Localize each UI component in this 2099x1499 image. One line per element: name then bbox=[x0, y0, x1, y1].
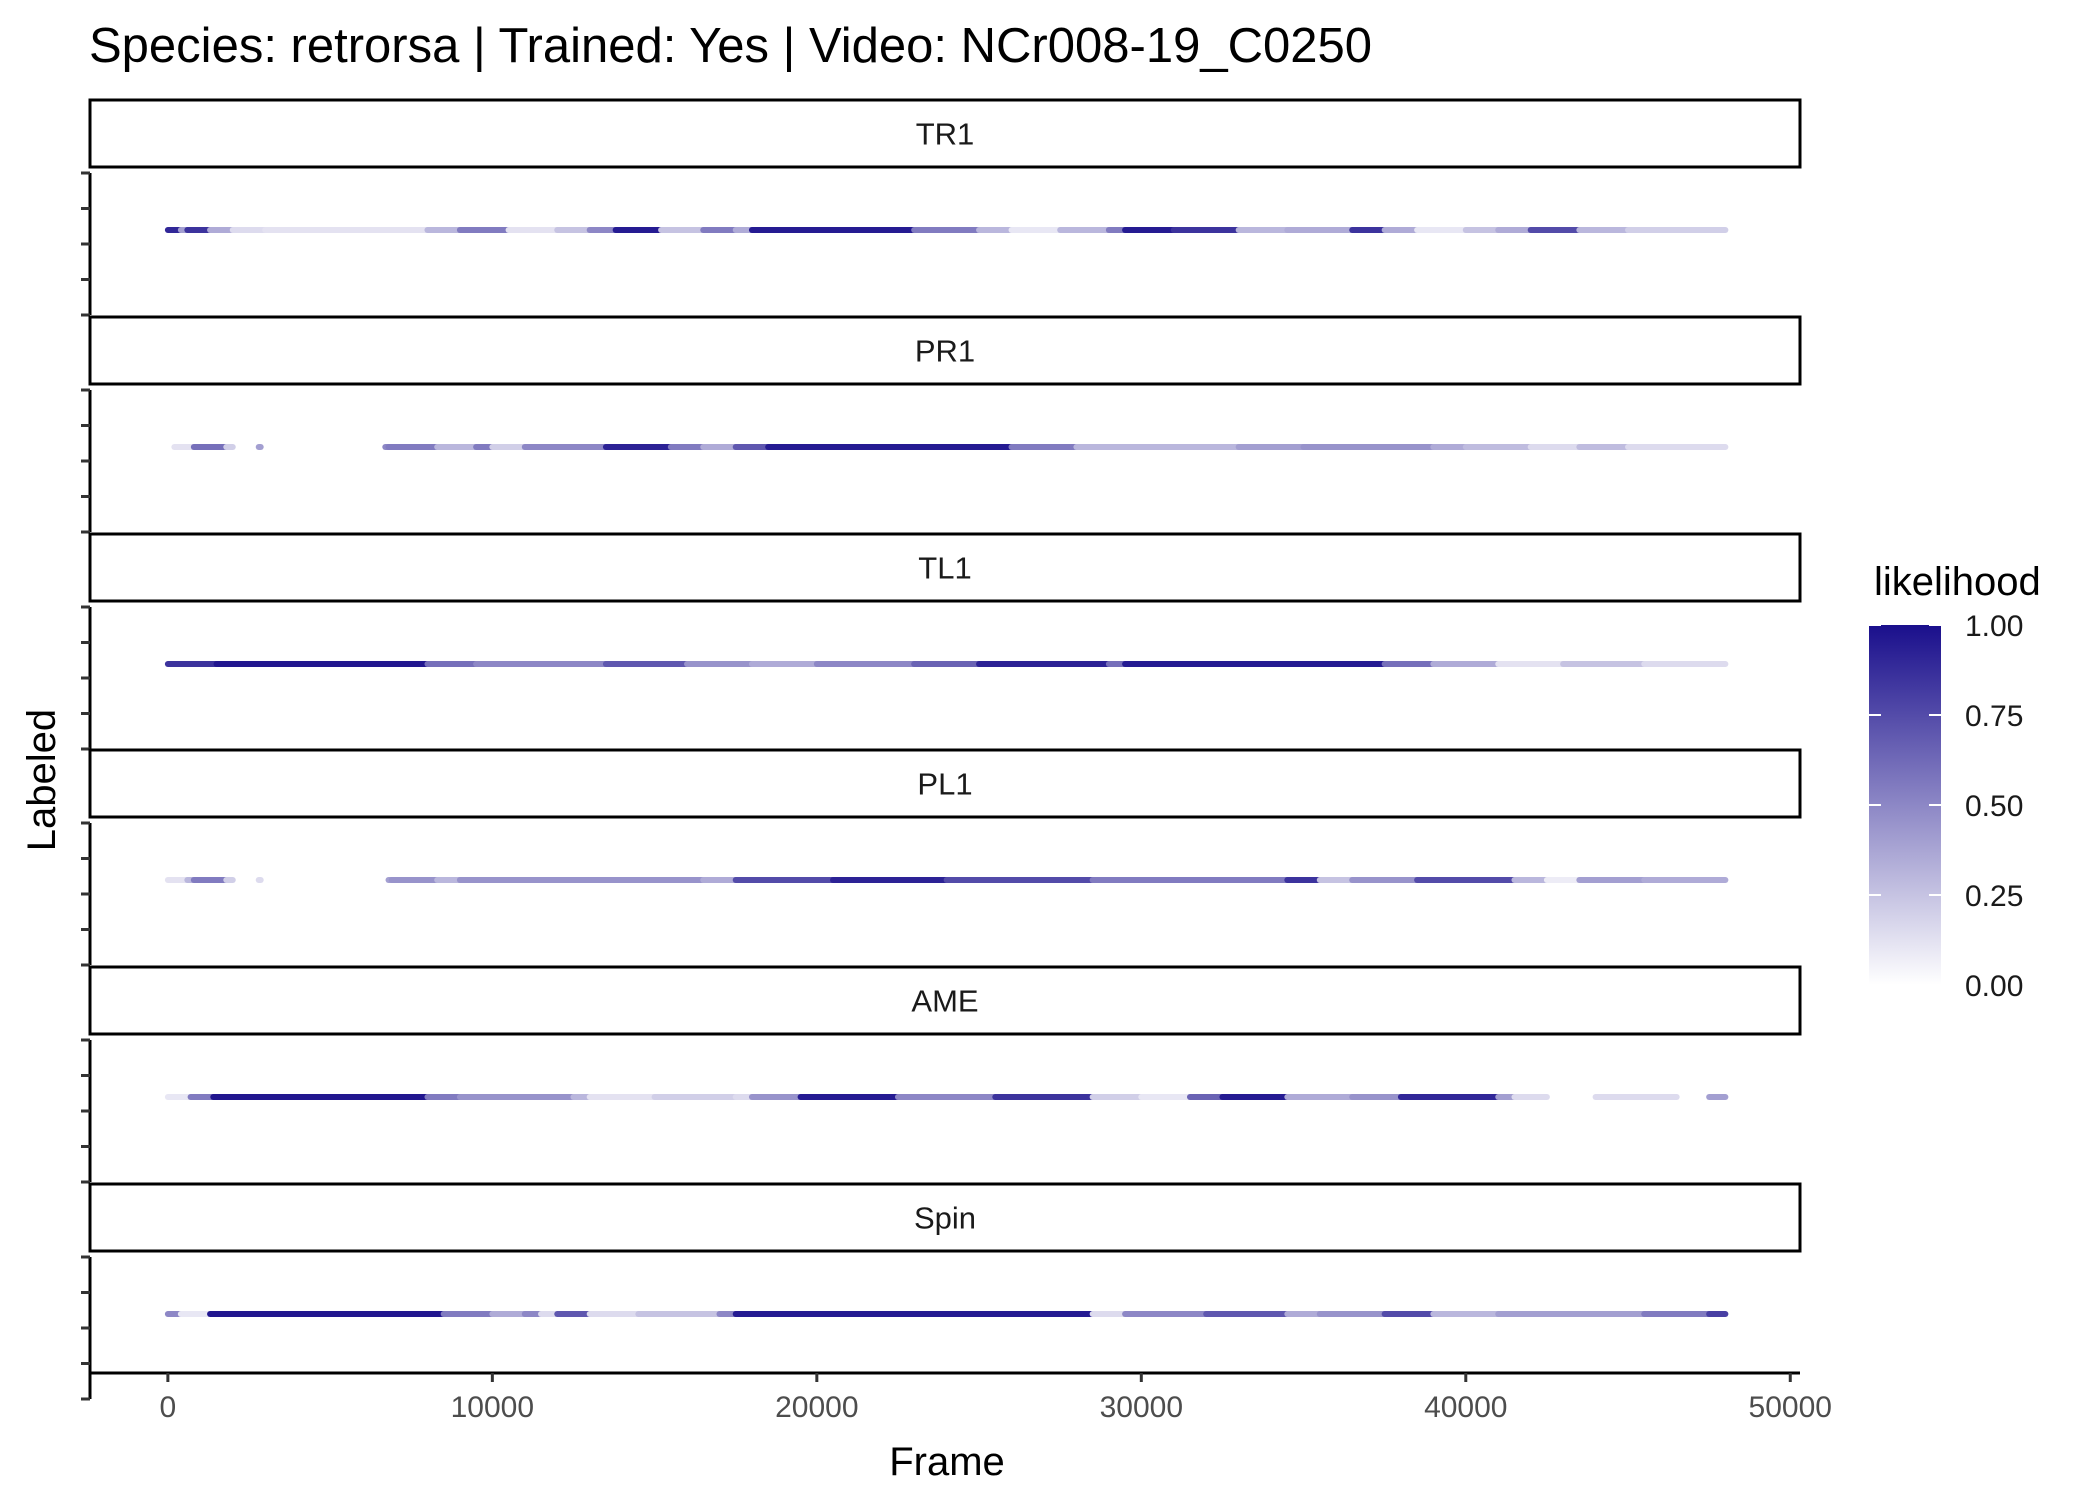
legend-tick-label: 1.00 bbox=[1965, 610, 2023, 643]
legend-tick-label: 0.25 bbox=[1965, 880, 2023, 913]
facet-strip bbox=[88, 532, 1802, 603]
facet-strip bbox=[88, 748, 1802, 819]
facet-tl1: TL1 bbox=[81, 532, 1802, 751]
facet-strip-label: AME bbox=[911, 984, 978, 1019]
x-tick-label: 50000 bbox=[1749, 1391, 1832, 1424]
facet-pl1: PL1 bbox=[81, 748, 1802, 967]
facet-strip-label: TL1 bbox=[918, 551, 971, 586]
facet-strip bbox=[88, 965, 1802, 1036]
facet-strip-label: TR1 bbox=[916, 117, 975, 152]
x-tick-label: 20000 bbox=[775, 1391, 858, 1424]
facet-ame: AME bbox=[81, 965, 1802, 1184]
facet-strip-label: PL1 bbox=[917, 767, 972, 802]
x-tick-label: 40000 bbox=[1424, 1391, 1507, 1424]
x-tick-label: 0 bbox=[160, 1391, 177, 1424]
facet-tr1: TR1 bbox=[81, 98, 1802, 317]
y-axis-title: Labeled bbox=[20, 709, 64, 851]
facet-panels: TR1 PR1 TL1 PL1 AME Spin bbox=[81, 98, 1802, 1401]
x-tick-label: 10000 bbox=[451, 1391, 534, 1424]
facet-pr1: PR1 bbox=[81, 315, 1802, 534]
facet-spin: Spin bbox=[81, 1182, 1802, 1401]
x-axis-title: Frame bbox=[889, 1440, 1005, 1484]
facet-strip bbox=[88, 315, 1802, 386]
legend-tick-label: 0.50 bbox=[1965, 790, 2023, 823]
facet-strip-label: Spin bbox=[914, 1201, 976, 1236]
legend-tick-label: 0.00 bbox=[1965, 970, 2023, 1003]
x-axis: 0 10000 20000 30000 40000 50000 bbox=[90, 1371, 1832, 1424]
facet-strip bbox=[88, 98, 1802, 169]
legend-title: likelihood bbox=[1874, 560, 2041, 604]
chart-title: Species: retrorsa | Trained: Yes | Video… bbox=[89, 19, 1372, 73]
x-tick-label: 30000 bbox=[1100, 1391, 1183, 1424]
legend-tick-label: 0.75 bbox=[1965, 700, 2023, 733]
legend: likelihood 0.00 0.25 0.50 0.75 1.00 bbox=[1869, 560, 2041, 1003]
facet-strip-label: PR1 bbox=[915, 334, 975, 369]
facet-strip bbox=[88, 1182, 1802, 1253]
